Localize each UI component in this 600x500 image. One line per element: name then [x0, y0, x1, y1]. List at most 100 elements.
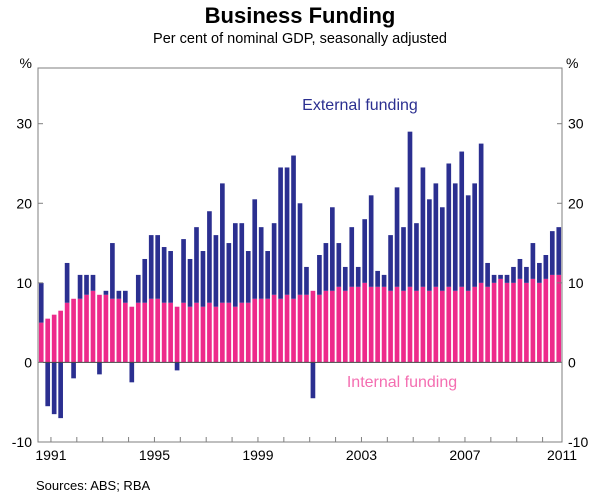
- bar-external-segment: [161, 247, 167, 303]
- bar-internal-segment: [97, 294, 102, 363]
- bar-internal-segment: [110, 298, 115, 363]
- bar-internal-segment: [278, 298, 283, 363]
- bar-external-segment: [123, 290, 128, 303]
- bar-external-segment: [258, 227, 264, 299]
- bar-external-segment: [381, 274, 387, 287]
- bar-external-segment: [504, 274, 510, 283]
- bar-internal-segment: [200, 306, 206, 363]
- bar-internal-segment: [77, 298, 83, 363]
- bar-external-segment: [45, 362, 51, 407]
- bar-external-segment: [213, 235, 219, 307]
- bar-internal-segment: [194, 302, 199, 363]
- bar-internal-segment: [90, 290, 96, 363]
- x-tick-label: 2003: [346, 447, 377, 463]
- bar-internal-segment: [148, 298, 154, 363]
- bar-external-segment: [174, 362, 180, 371]
- bar-internal-segment: [556, 274, 562, 363]
- bar-internal-segment: [427, 290, 432, 363]
- bar-external-segment: [58, 362, 63, 419]
- x-tick-label: 2007: [449, 447, 480, 463]
- bar-internal-segment: [232, 306, 238, 363]
- bar-internal-segment: [103, 294, 109, 363]
- bar-external-segment: [38, 282, 44, 323]
- bar-internal-segment: [472, 286, 477, 363]
- bar-external-segment: [362, 219, 368, 283]
- bar-internal-segment: [420, 286, 426, 363]
- bar-external-segment: [181, 239, 186, 303]
- y-tick-label-left: 10: [16, 275, 32, 291]
- bar-external-segment: [524, 266, 529, 283]
- bar-external-segment: [511, 266, 516, 283]
- bar-external-segment: [265, 251, 270, 299]
- bar-external-segment: [194, 227, 199, 303]
- bar-internal-segment: [549, 274, 555, 363]
- x-tick-label: 1999: [242, 447, 273, 463]
- y-tick-label-right: 0: [568, 354, 576, 370]
- chart-title: Business Funding: [204, 3, 396, 28]
- bar-internal-segment: [291, 298, 296, 363]
- bar-external-segment: [388, 235, 393, 291]
- bar-external-segment: [220, 183, 225, 303]
- bar-external-segment: [537, 262, 542, 283]
- bar-internal-segment: [465, 290, 471, 363]
- bar-internal-segment: [388, 290, 393, 363]
- bar-external-segment: [549, 231, 555, 275]
- bar-external-segment: [284, 167, 290, 295]
- bar-internal-segment: [174, 306, 180, 363]
- bar-external-segment: [394, 187, 400, 287]
- bar-internal-segment: [349, 286, 355, 363]
- bar-internal-segment: [284, 294, 290, 363]
- bar-external-segment: [427, 199, 432, 291]
- bar-external-segment: [414, 223, 419, 291]
- bar-external-segment: [226, 243, 232, 303]
- bar-internal-segment: [517, 278, 523, 363]
- bar-internal-segment: [446, 286, 452, 363]
- bar-internal-segment: [220, 302, 225, 363]
- sources-note: Sources: ABS; RBA: [36, 478, 151, 493]
- bar-internal-segment: [265, 298, 270, 363]
- bar-external-segment: [97, 362, 102, 375]
- bar-internal-segment: [239, 302, 245, 363]
- bar-external-segment: [232, 223, 238, 307]
- bar-internal-segment: [375, 286, 380, 363]
- bar-external-segment: [407, 131, 413, 287]
- bar-internal-segment: [207, 302, 212, 363]
- bar-internal-segment: [452, 290, 458, 363]
- bar-internal-segment: [129, 306, 135, 363]
- bar-external-segment: [252, 199, 258, 299]
- y-tick-label-right: 20: [568, 195, 584, 211]
- bar-internal-segment: [252, 298, 258, 363]
- chart-subtitle: Per cent of nominal GDP, seasonally adju…: [153, 31, 447, 47]
- bar-internal-segment: [433, 286, 439, 363]
- bar-internal-segment: [330, 290, 335, 363]
- y-tick-label-left: -10: [12, 434, 32, 450]
- bar-external-segment: [336, 243, 342, 287]
- bar-external-segment: [452, 183, 458, 291]
- bar-internal-segment: [258, 298, 264, 363]
- bar-external-segment: [433, 183, 439, 287]
- x-tick-label: 1991: [35, 447, 66, 463]
- external-funding-label: External funding: [302, 97, 418, 114]
- bar-external-segment: [355, 266, 361, 287]
- bar-internal-segment: [51, 314, 57, 363]
- x-tick-label: 1995: [139, 447, 170, 463]
- bar-external-segment: [71, 362, 76, 379]
- bar-external-segment: [330, 207, 335, 291]
- y-axis-unit-right: %: [566, 55, 579, 71]
- bar-internal-segment: [116, 298, 122, 363]
- bar-internal-segment: [511, 282, 516, 363]
- bar-external-segment: [310, 362, 316, 399]
- bar-external-segment: [446, 163, 452, 287]
- y-tick-label-left: 20: [16, 195, 32, 211]
- bar-external-segment: [375, 270, 380, 287]
- bar-internal-segment: [310, 290, 316, 363]
- bar-external-segment: [317, 255, 322, 295]
- bar-internal-segment: [504, 282, 510, 363]
- bar-external-segment: [291, 155, 296, 299]
- bar-external-segment: [129, 362, 135, 383]
- bar-external-segment: [271, 223, 277, 295]
- bar-external-segment: [472, 183, 477, 287]
- bar-internal-segment: [524, 282, 529, 363]
- bar-external-segment: [459, 151, 465, 287]
- bar-internal-segment: [543, 278, 549, 363]
